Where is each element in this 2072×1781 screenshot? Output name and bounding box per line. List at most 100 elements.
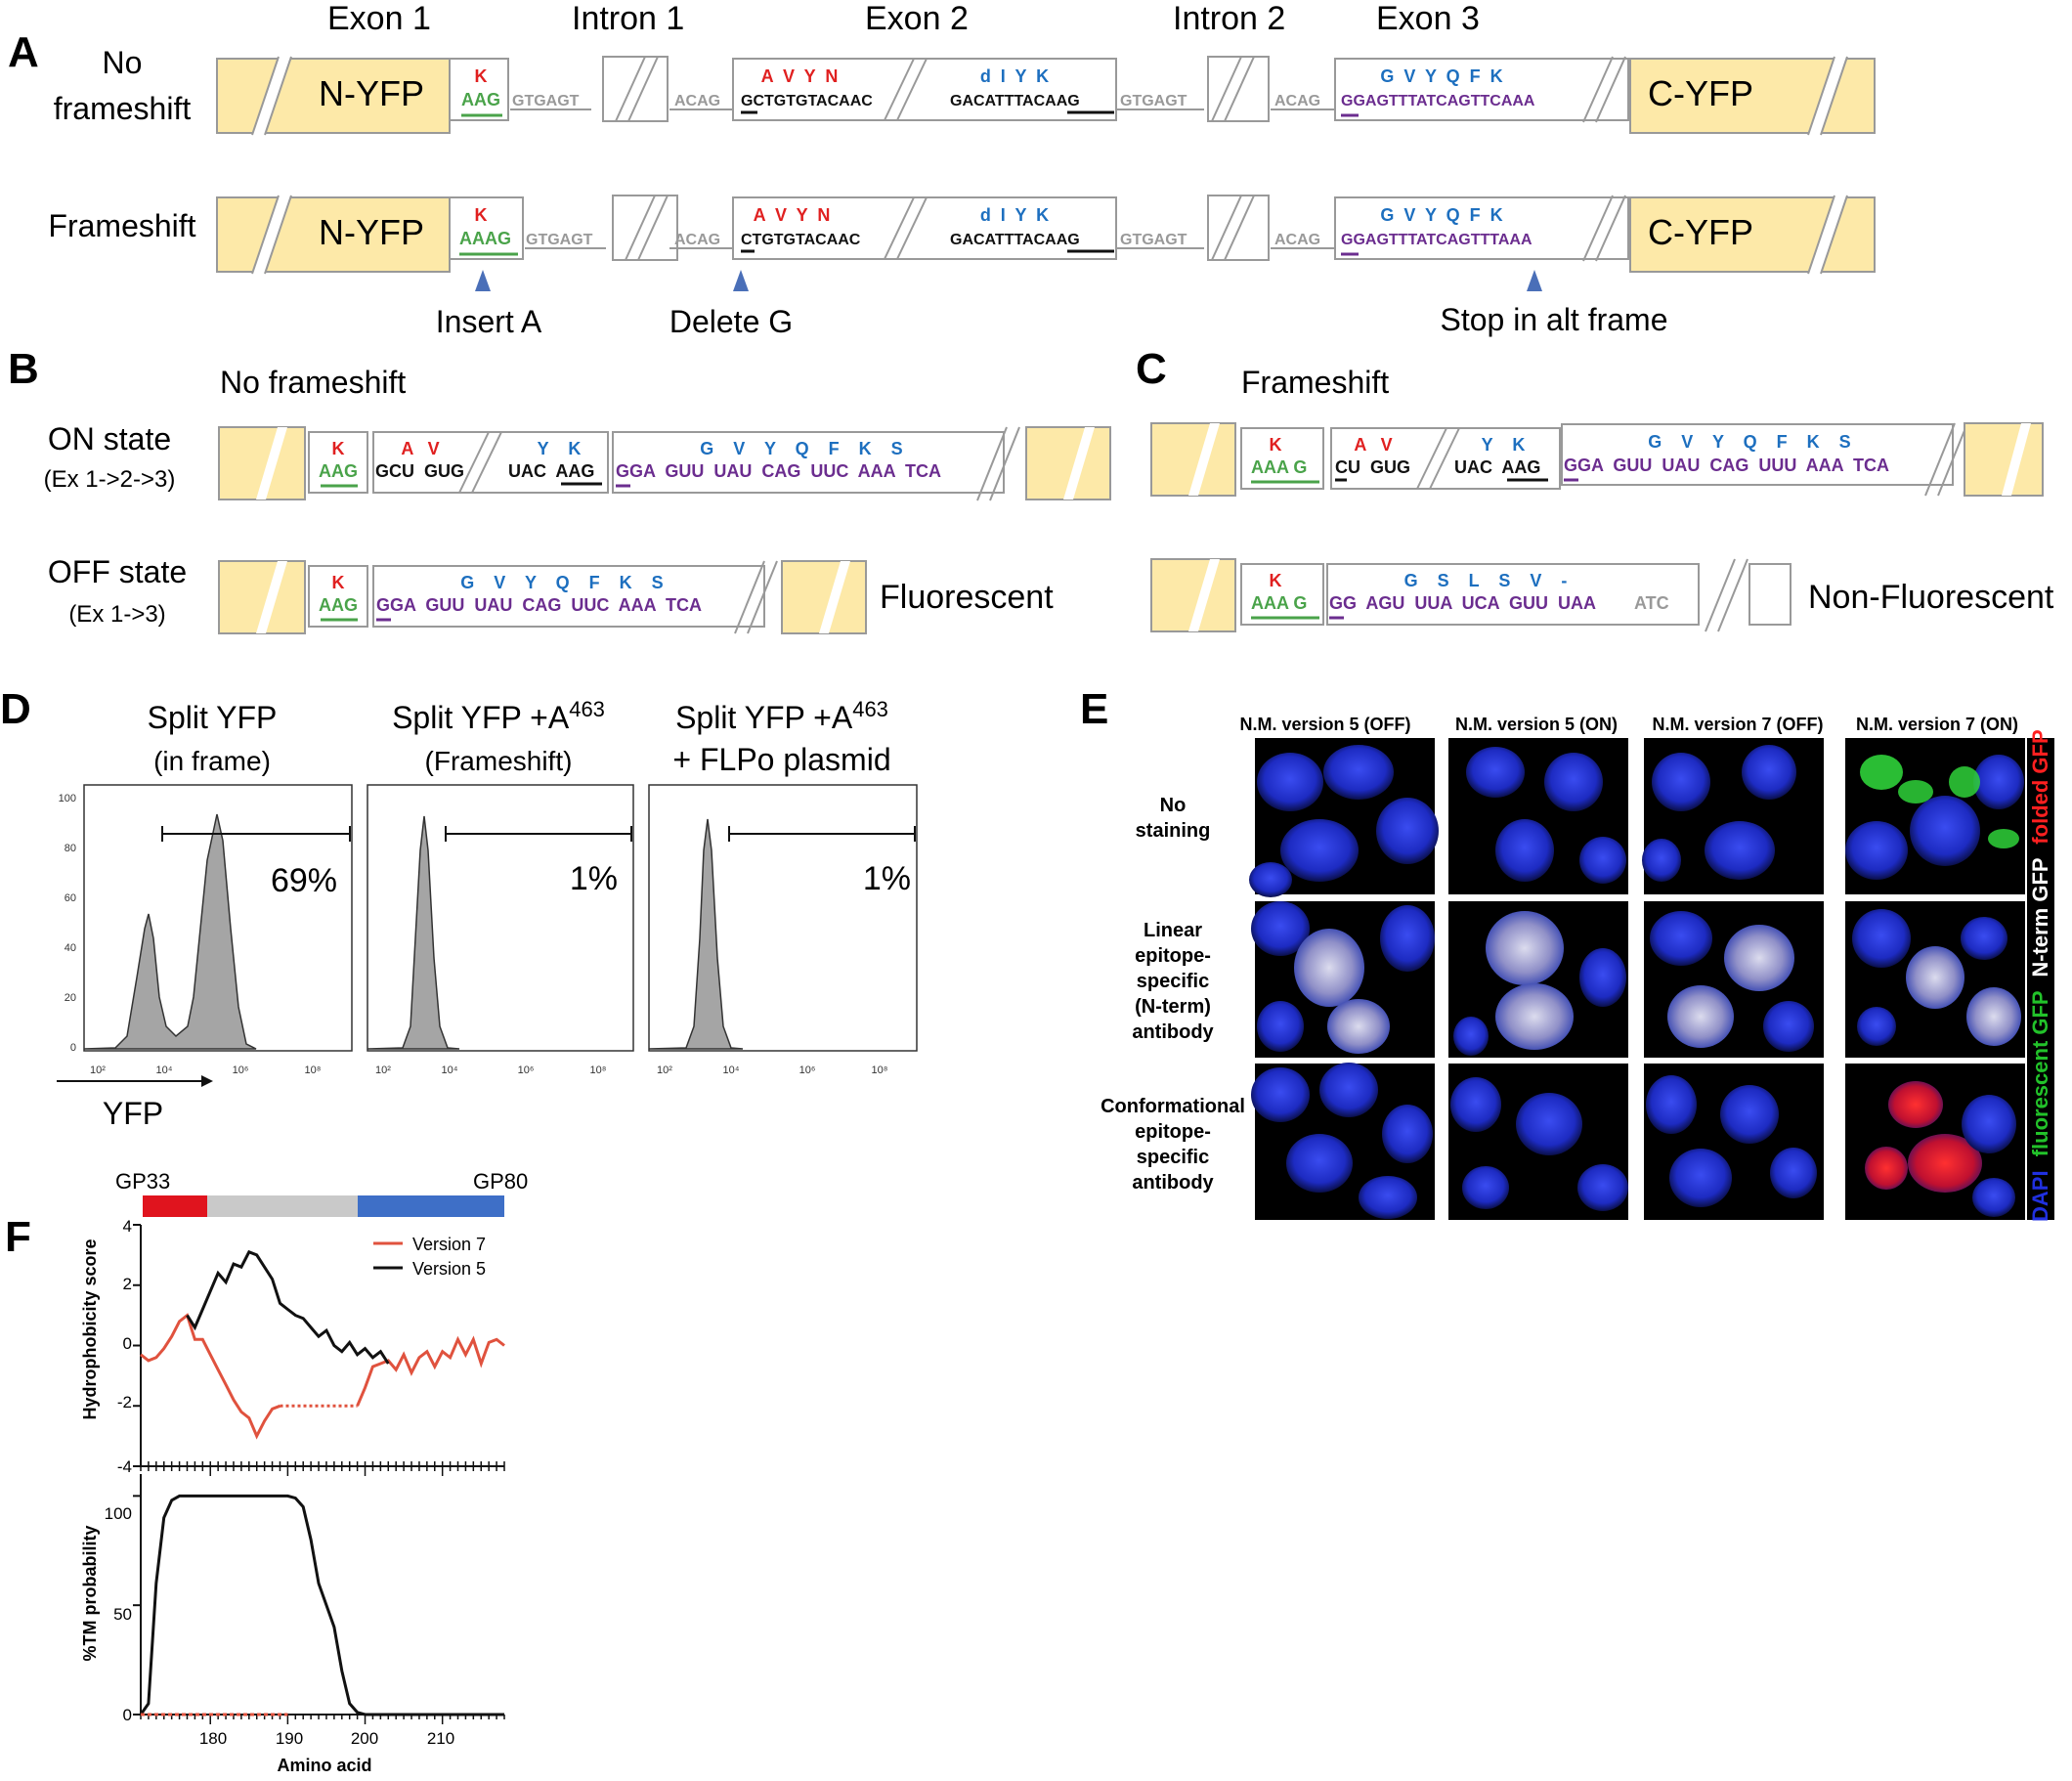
- xtick-label: 200: [351, 1729, 378, 1748]
- break-line: [1595, 195, 1626, 262]
- nucleus: [1251, 901, 1310, 956]
- tm-probability-chart: %TM probability Amino acid 100 50 0 180 …: [80, 1474, 505, 1775]
- row-label-line: staining: [1136, 820, 1211, 842]
- micrograph-r1c1: [1249, 738, 1439, 897]
- nyfp-box: [216, 196, 451, 273]
- exon3-box: [1334, 196, 1629, 260]
- ytick-label: 0: [123, 1334, 132, 1353]
- break-line: [625, 195, 656, 261]
- domain-bar-grey: [207, 1195, 358, 1217]
- yfp-stub: [1150, 422, 1236, 497]
- xtick-label: 10⁸: [872, 1064, 888, 1076]
- aa-avyn: A V Y N: [761, 66, 839, 86]
- break-line: [884, 58, 915, 121]
- codon-aag: AAG: [319, 595, 358, 615]
- arrow-head-icon: [201, 1075, 213, 1087]
- cell-folded: [1888, 1081, 1943, 1128]
- row-label-line: antibody: [1132, 1172, 1214, 1194]
- nucleus: [1257, 753, 1323, 811]
- nucleus: [1763, 1001, 1814, 1052]
- break-mark: [1808, 57, 1847, 135]
- nucleus: [1857, 1007, 1896, 1046]
- legend-fluor: fluorescent GFP: [2028, 991, 2052, 1157]
- micrograph-r2c4: [1845, 901, 2025, 1058]
- exon1-box: [1240, 427, 1324, 490]
- break-line: [1582, 195, 1614, 262]
- aa-av: A V: [401, 439, 439, 458]
- xtick-label: 10⁸: [590, 1064, 607, 1076]
- ytick-label: 20: [65, 992, 76, 1004]
- micrograph-r2c1: [1251, 901, 1435, 1058]
- micrograph-r2c3: [1644, 901, 1824, 1058]
- annotation-delete: Delete G: [669, 304, 793, 339]
- nucleus: [1910, 796, 1980, 866]
- row-label-line: specific: [1137, 971, 1209, 992]
- off-state-label: OFF state: [48, 554, 187, 589]
- nucleus: [1642, 839, 1681, 882]
- ytick-label: 2: [123, 1275, 132, 1293]
- series-line-version-5: [139, 1494, 504, 1716]
- break-mark: [819, 561, 850, 633]
- codons-uac-aag: UAC AAG: [1454, 457, 1540, 477]
- codons-gcu-gug: GCU GUG: [375, 461, 464, 481]
- flow-xaxis-2: 10² 10⁴ 10⁶ 10⁸: [375, 1064, 606, 1076]
- gate-percent-3: 1%: [863, 860, 911, 897]
- nucleus: [1650, 911, 1712, 966]
- aa-avyn: A V Y N: [754, 205, 831, 225]
- legend-label-v5: Version 5: [412, 1259, 486, 1279]
- stop-arrow-icon: [1527, 270, 1542, 291]
- panel-c-title: Frameshift: [1241, 365, 1389, 400]
- nucleus: [1577, 1164, 1628, 1211]
- gfp-signal: [1988, 829, 2019, 848]
- panel-b: B No frameshift ON state (Ex 1->2->3) OF…: [8, 345, 1111, 634]
- exon1-end-box: [449, 58, 509, 121]
- nucleus: [1652, 753, 1710, 811]
- xtick-label: 10⁸: [305, 1064, 322, 1076]
- break-line: [1937, 422, 1968, 497]
- xtick-label: 190: [276, 1729, 303, 1748]
- break-line: [989, 426, 1020, 501]
- panel-b-title: No frameshift: [220, 365, 406, 400]
- annotation-insert: Insert A: [436, 304, 542, 339]
- break-line: [1595, 56, 1626, 123]
- nucleus: [1453, 1017, 1489, 1056]
- codons-exon3-shifted: GG AGU UUA UCA GUU UAA: [1329, 593, 1596, 613]
- exon3-box: [1326, 563, 1700, 626]
- row-label-1: No staining: [1136, 795, 1211, 842]
- codons-uac-aag: UAC AAG: [508, 461, 594, 481]
- bar-label-gp33: GP33: [115, 1169, 170, 1194]
- ytick-label: 80: [65, 843, 76, 854]
- break-line: [1717, 558, 1748, 632]
- nucleus: [1251, 1067, 1310, 1122]
- legend-dapi: DAPI: [2028, 1170, 2052, 1222]
- nucleus: [1962, 1095, 2016, 1153]
- break-mark: [256, 561, 287, 633]
- break-line: [627, 56, 659, 122]
- row-label-line: Conformational: [1101, 1096, 1245, 1117]
- break-line: [747, 560, 778, 634]
- intron-acag: ACAG: [674, 93, 720, 109]
- micrograph-r1c4: [1845, 738, 2025, 894]
- codons-exon3: GGA GUU UAU CAG UUU AAA TCA: [1564, 456, 1889, 475]
- aa-k: K: [475, 205, 488, 225]
- nucleus: [1286, 1134, 1353, 1193]
- row-label-line: epitope-: [1135, 945, 1211, 967]
- cell-stained: [1724, 925, 1794, 991]
- break-mark: [2002, 423, 2031, 496]
- histogram-2: [367, 815, 460, 1050]
- flow-xlabel: YFP: [103, 1096, 163, 1131]
- micrograph-r1c3: [1642, 738, 1824, 894]
- exon1-end-box: [449, 196, 524, 260]
- aa-av: A V: [1354, 435, 1392, 455]
- nucleus: [1382, 1105, 1433, 1163]
- nucleus: [1359, 1176, 1417, 1219]
- gfp-signal: [1949, 766, 1980, 798]
- aa-k: K: [1270, 435, 1282, 455]
- aa-diyk: d I Y K: [980, 66, 1049, 86]
- gate-percent-2: 1%: [570, 860, 618, 897]
- xtick-label: 10⁶: [233, 1064, 249, 1076]
- break-line: [1211, 56, 1242, 122]
- xtick-label: 10⁴: [723, 1064, 740, 1076]
- exon3-box: [372, 565, 765, 628]
- cyfp-label: C-YFP: [1648, 212, 1753, 252]
